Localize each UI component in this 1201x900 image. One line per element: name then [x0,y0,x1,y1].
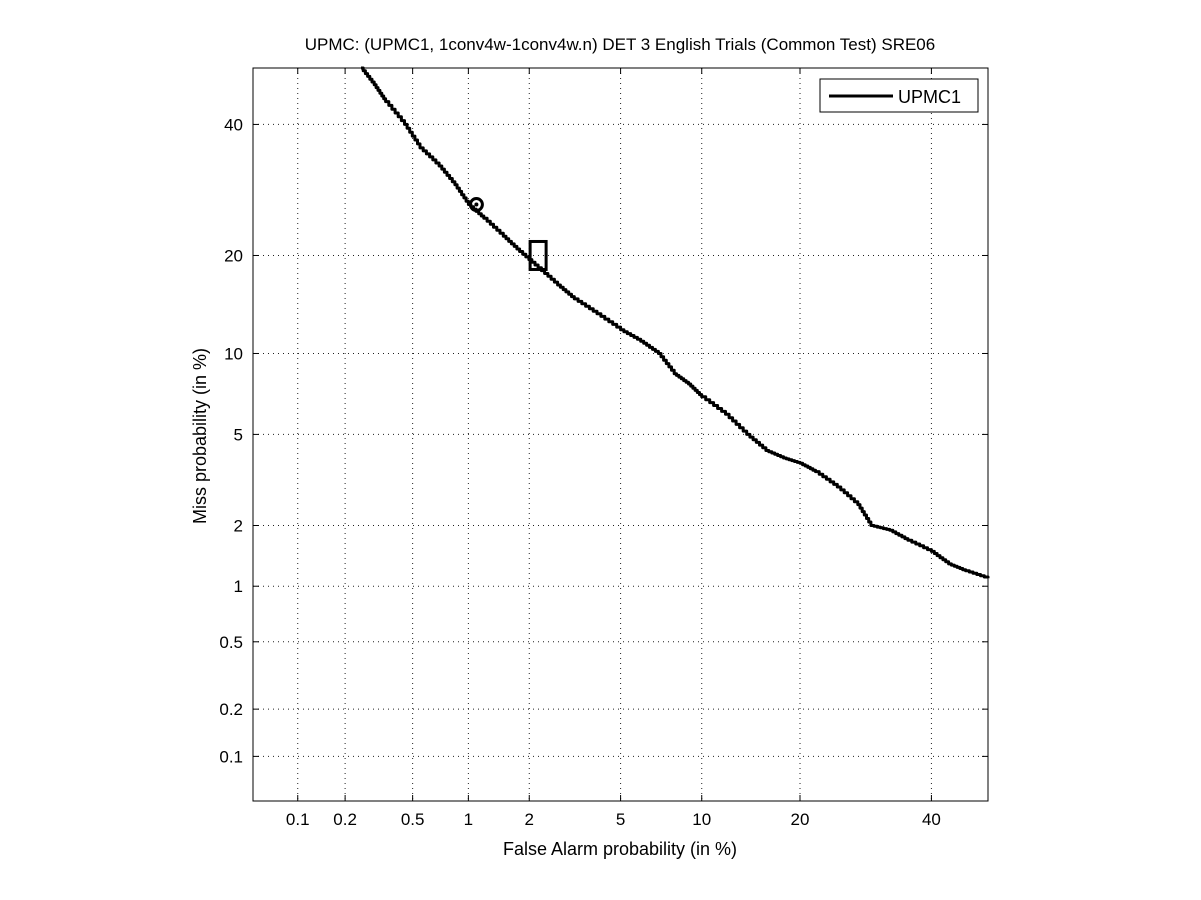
legend: UPMC1 [819,78,979,113]
legend-label-upmc1: UPMC1 [898,87,961,107]
x-tick-label: 1 [464,810,473,829]
x-axis-ticks: 0.1 0.2 0.5 1 2 5 10 20 40 [286,68,941,829]
y-tick-label: 10 [224,344,243,363]
y-tick-label: 0.2 [219,700,243,719]
operating-points [468,197,548,271]
x-tick-label: 0.5 [401,810,425,829]
y-tick-label: 0.1 [219,747,243,766]
y-tick-label: 2 [234,516,243,535]
y-axis-label: Miss probability (in %) [190,348,210,524]
x-tick-label: 0.1 [286,810,310,829]
min-dcf-marker [468,197,484,213]
series-line-upmc1 [361,66,990,579]
x-tick-label: 20 [791,810,810,829]
x-axis-label: False Alarm probability (in %) [503,839,737,859]
min-dcf-marker-dot [474,202,479,207]
chart-title: UPMC: (UPMC1, 1conv4w-1conv4w.n) DET 3 E… [305,35,935,54]
y-tick-label: 5 [234,425,243,444]
y-tick-label: 0.5 [219,633,243,652]
x-tick-label: 2 [525,810,534,829]
det-curve [361,66,990,579]
x-tick-label: 5 [616,810,625,829]
x-tick-label: 0.2 [333,810,357,829]
actual-dcf-marker [528,239,548,271]
y-tick-label: 1 [234,577,243,596]
grid-lines [253,68,988,801]
y-tick-label: 40 [224,115,243,134]
y-axis-ticks: 0.1 0.2 0.5 1 2 5 10 20 40 [219,115,988,766]
x-tick-label: 40 [922,810,941,829]
y-tick-label: 20 [224,246,243,265]
x-tick-label: 10 [692,810,711,829]
